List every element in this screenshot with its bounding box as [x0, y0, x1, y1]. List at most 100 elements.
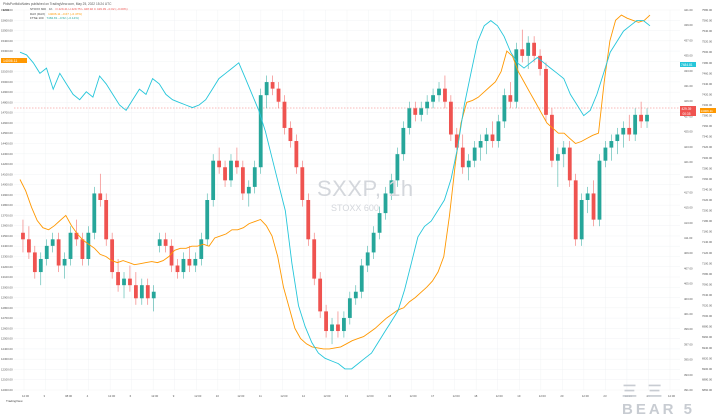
candle-body	[175, 265, 180, 273]
legend-values: 14006.11 −0.67 (−0.47%)	[48, 11, 82, 16]
candle-body	[282, 101, 287, 128]
legend-row-ftse[interactable]: FTSE 100 7484.81 −0.52 (−0.14%)	[30, 16, 128, 21]
left-axis-tick: 12200.00	[1, 367, 13, 371]
candle-body	[92, 193, 97, 233]
right-inner-axis-tick: 393.00	[684, 373, 693, 377]
right-inner-axis-tick: 395.00	[684, 358, 693, 362]
right-inner-axis-tick: 427.00	[684, 114, 693, 118]
right-inner-axis-tick: 439.00	[684, 23, 693, 27]
right-axis-tick: 6920.00	[702, 356, 713, 360]
candle-body	[264, 82, 269, 96]
dax-price-badge-right	[700, 108, 716, 113]
time-axis-tick: 11	[259, 394, 262, 398]
candle-body	[181, 258, 186, 273]
candle-body	[377, 213, 382, 233]
right-axis-tick: 7100.00	[702, 261, 713, 265]
candle-body	[62, 258, 67, 266]
time-axis-tick: 3	[44, 394, 46, 398]
left-axis-tick: 14600.00	[1, 121, 13, 125]
right-axis-tick: 7300.00	[702, 156, 713, 160]
candle-body	[550, 114, 554, 161]
ftse-price-badge	[680, 62, 696, 67]
right-axis-tick: 7340.00	[702, 135, 713, 139]
candle-body	[526, 42, 531, 56]
right-price-axis: 7580.00 7560.00 7540.00 7520.00 7500.00 7480.…	[702, 8, 713, 392]
time-axis-tick: 12:00	[582, 394, 589, 398]
time-axis-tick: 6	[130, 394, 132, 398]
candle-body	[56, 239, 61, 266]
right-axis-tick: 7320.00	[702, 145, 713, 149]
right-inner-axis-tick: 403.00	[684, 297, 693, 301]
left-axis-tick: 13600.00	[1, 224, 13, 228]
time-axis: 12:00 3 08:00 4 12:00 6 12:00 9 12:00 10 12:00 11 12…	[22, 394, 675, 398]
legend-row-dax[interactable]: DAX (DAX) 14006.11 −0.67 (−0.47%)	[30, 12, 128, 17]
candle-body	[544, 68, 548, 115]
right-axis-tick: 6900.00	[702, 367, 713, 371]
candle-body	[246, 186, 251, 194]
candle-body	[532, 42, 537, 56]
left-axis-tick: 14500.00	[1, 131, 13, 135]
chart-canvas[interactable]: 15700.00 15600.00 15500.00 15400.00 15300.00…	[0, 0, 718, 406]
left-axis-tick: 13200.00	[1, 265, 13, 269]
candle-body	[538, 55, 542, 69]
time-axis-tick: 12:00	[367, 394, 374, 398]
candle-body	[413, 108, 418, 115]
candle-body	[330, 324, 334, 332]
candle-body	[389, 180, 394, 194]
right-inner-axis-tick: 399.00	[684, 327, 693, 331]
candle-body	[38, 258, 43, 273]
candle-body	[496, 121, 501, 142]
right-axis-tick: 7580.00	[702, 8, 713, 12]
candle-body	[235, 160, 239, 168]
right-axis-tick: 6980.00	[702, 325, 713, 329]
legend-row-stoxx[interactable]: STOXX 600 1h O 429.41 H 429.75 L 428.92 …	[30, 7, 128, 12]
right-axis-tick: 7060.00	[702, 282, 713, 286]
left-axis-tick: 13400.00	[1, 244, 13, 248]
candle-body	[68, 232, 73, 259]
right-inner-axis-tick: 411.00	[684, 236, 693, 240]
right-axis-tick: 7240.00	[702, 187, 713, 191]
left-axis-tick: 12600.00	[1, 326, 13, 330]
symbol-name-watermark: STOXX 600	[331, 203, 379, 213]
stoxx-countdown-badge-text: 00:35	[683, 112, 691, 116]
candle-body	[371, 232, 376, 253]
left-axis-tick: 15400.00	[1, 39, 13, 43]
header-text: PhilsPortfolioNotes published on Trading…	[3, 2, 112, 6]
right-axis-tick: 7180.00	[702, 219, 713, 223]
candle-body	[193, 258, 198, 266]
left-axis-tick: 15600.00	[1, 18, 13, 22]
time-axis-tick: 12:00	[496, 394, 503, 398]
left-axis-tick: 12500.00	[1, 337, 13, 341]
candle-body	[514, 49, 519, 102]
candle-body	[645, 114, 649, 122]
left-axis-tick: 12100.00	[1, 378, 13, 382]
right-inner-axis-tick: 417.00	[684, 190, 693, 194]
right-axis-tick: 7360.00	[702, 124, 713, 128]
candle-body	[597, 160, 602, 220]
grid	[14, 9, 680, 391]
candle-body	[401, 127, 406, 155]
candle-body	[460, 147, 465, 168]
right-axis-tick: 7280.00	[702, 166, 713, 170]
candle-body	[454, 134, 459, 148]
right-inner-axis-tick: 425.00	[684, 130, 693, 134]
candle-body	[163, 239, 168, 246]
candle-body	[478, 141, 483, 148]
left-axis-tick: 15300.00	[1, 49, 13, 53]
left-axis-tick: 12800.00	[1, 306, 13, 310]
right-axis-tick: 7020.00	[702, 304, 713, 308]
ftse-line	[19, 20, 651, 370]
left-axis-tick: 14800.00	[1, 100, 13, 104]
right-axis-tick: 7380.00	[702, 114, 713, 118]
right-axis-tick: 7080.00	[702, 272, 713, 276]
candle-body	[365, 252, 370, 266]
candle-body	[431, 95, 435, 102]
legend-name: STOXX 600	[30, 7, 46, 11]
left-axis-tick: 14000.00	[1, 183, 13, 187]
time-axis-tick: 08:00	[65, 394, 72, 398]
candle-body	[258, 95, 263, 168]
right-axis-tick: 7260.00	[702, 177, 713, 181]
bear-watermark: 三 三 BEAR 5	[622, 383, 696, 418]
time-axis-tick: 10	[216, 394, 220, 398]
legend-name: DAX (DAX)	[30, 11, 46, 16]
